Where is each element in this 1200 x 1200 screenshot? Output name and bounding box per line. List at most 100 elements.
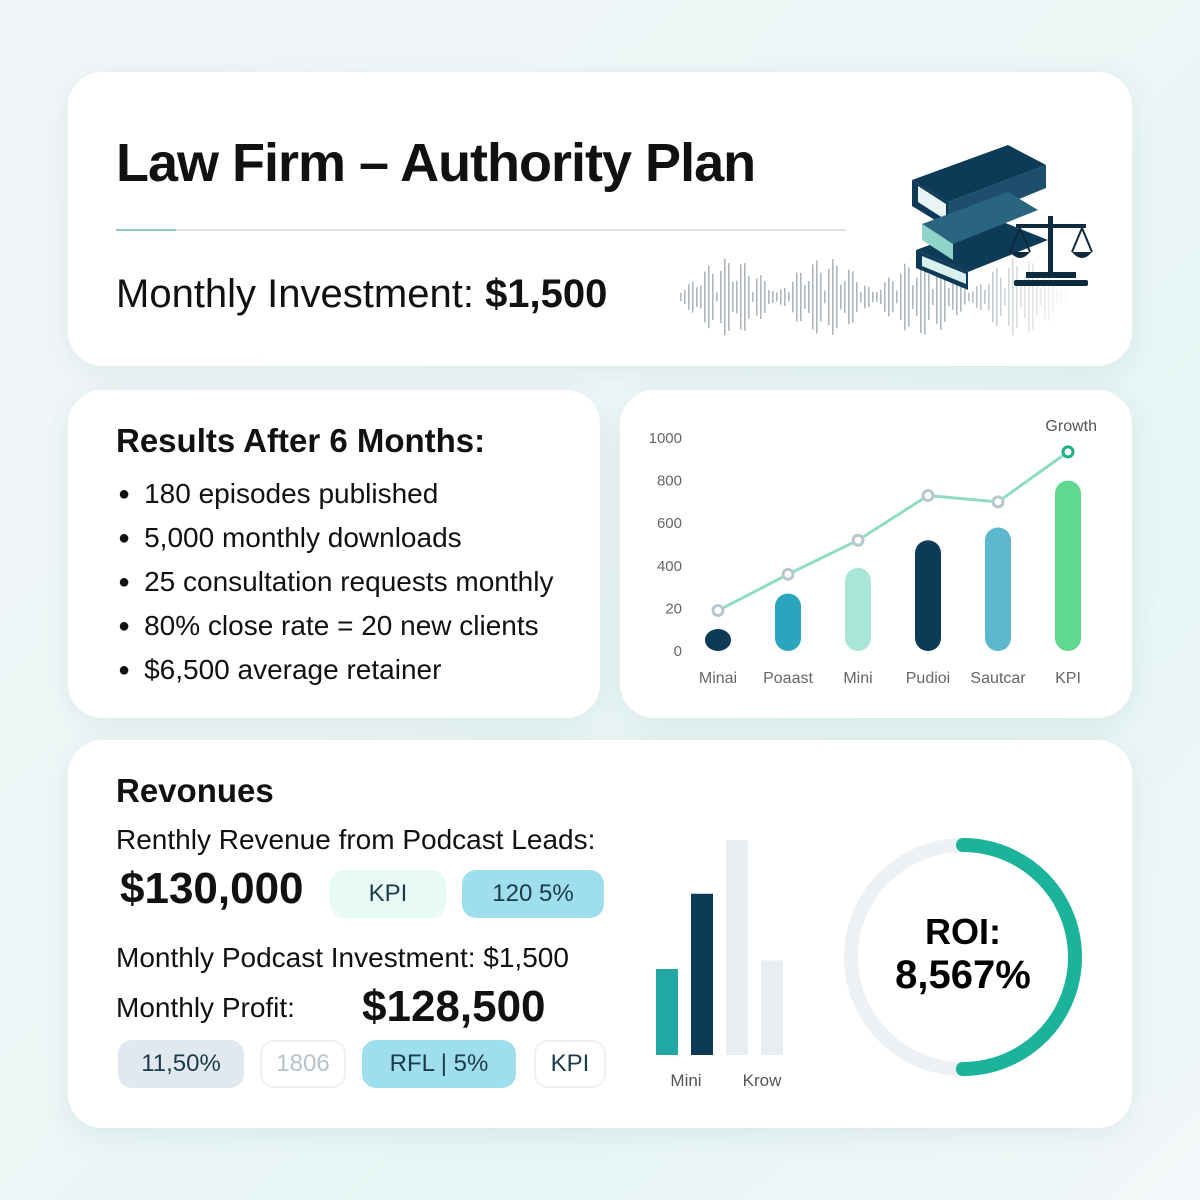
waveform-bar [920, 260, 922, 334]
waveform-bar [844, 281, 846, 313]
growth-line [717, 450, 1069, 612]
waveform-bar [968, 292, 970, 302]
bar [761, 960, 783, 1055]
y-tick-label: 0 [674, 643, 682, 660]
growth-point [781, 567, 795, 581]
waveform-bar [1016, 265, 1018, 329]
waveform-bar [1068, 292, 1070, 303]
revenue-value: $130,000 [120, 864, 304, 913]
y-tick-label: 400 [657, 558, 682, 575]
waveform-bar [816, 260, 818, 334]
waveform-bar [916, 277, 918, 317]
waveform-bar [712, 273, 714, 321]
list-item: $6,500 average retainer [118, 648, 553, 692]
x-tick-label: Minai [699, 670, 737, 687]
waveform-bar [964, 289, 966, 305]
divider [116, 229, 846, 231]
waveform-bar [748, 275, 750, 319]
results-card: Results After 6 Months: 180 episodes pub… [68, 390, 600, 718]
waveform-bar [980, 284, 982, 310]
roi-label: ROI: [925, 911, 1001, 952]
waveform-bar [1040, 288, 1042, 306]
waveform-bar [680, 293, 682, 301]
waveform-bar [784, 288, 786, 306]
bar [775, 593, 801, 651]
waveform-bar [1004, 288, 1006, 306]
y-tick-label: 20 [665, 600, 682, 617]
y-tick-label: 1000 [649, 430, 682, 447]
bar [1055, 480, 1081, 651]
stat-pill: 1806 [260, 1040, 346, 1088]
waveform-bar [1060, 289, 1062, 305]
list-item: 180 episodes published [118, 472, 553, 516]
header-card: Law Firm – Authority Plan Monthly Invest… [68, 72, 1132, 366]
list-item: 5,000 monthly downloads [118, 516, 553, 560]
waveform-bar [1052, 280, 1054, 314]
growth-point [921, 489, 935, 503]
waveform-bar [688, 284, 690, 310]
waveform-bar [912, 285, 914, 309]
investment-line: Monthly Podcast Investment: $1,500 [116, 942, 569, 973]
growth-point [711, 604, 725, 618]
waveform-bar [704, 271, 706, 323]
bar [691, 893, 713, 1055]
waveform-bar [728, 263, 730, 331]
waveform-bar [808, 281, 810, 313]
x-tick-label: Pudioi [906, 670, 950, 687]
waveform-bar [1064, 290, 1066, 304]
waveform-bar [1048, 273, 1050, 321]
waveform-bar [804, 285, 806, 309]
revenue-title: Revonues [116, 772, 274, 809]
waveform-bar [848, 269, 850, 325]
profit-label: Monthly Profit: [116, 992, 295, 1023]
waveform-bar [1028, 261, 1030, 333]
percent-pill: 120 5% [462, 870, 604, 918]
waveform-bar [800, 272, 802, 322]
waveform-bar [904, 263, 906, 331]
waveform-bar [1056, 290, 1058, 304]
growth-chart-card: 0 20 400 600 800 1000 Minai Poaast Mini Pudioi Sau… [620, 390, 1132, 718]
waveform-bar [852, 271, 854, 323]
bar [985, 527, 1011, 651]
waveform-bar [936, 270, 938, 324]
waveform-bar [812, 264, 814, 330]
y-tick-label: 600 [657, 515, 682, 532]
list-item: 25 consultation requests monthly [118, 560, 553, 604]
waveform-bar [796, 272, 798, 322]
bar [915, 540, 941, 651]
waveform-bar [856, 282, 858, 312]
monthly-investment: Monthly Investment: $1,500 [116, 272, 608, 316]
waveform-bar [732, 281, 734, 313]
waveform-bar [928, 274, 930, 320]
waveform-bar [684, 290, 686, 304]
waveform-bar [1036, 278, 1038, 316]
y-tick-label: 800 [657, 473, 682, 490]
waveform-bar [760, 275, 762, 319]
growth-point [1061, 445, 1075, 459]
waveform-bar [700, 285, 702, 309]
waveform-bar [1044, 275, 1046, 319]
audio-waveform-icon [680, 258, 1070, 336]
x-tick-label: Mini [843, 670, 872, 687]
waveform-bar [860, 291, 862, 303]
results-list: 180 episodes published 5,000 monthly dow… [118, 472, 553, 692]
waveform-bar [932, 289, 934, 305]
mini-bar-chart: Mini Krow [656, 840, 783, 1090]
waveform-bar [924, 259, 926, 335]
waveform-bar [900, 273, 902, 321]
waveform-bar [940, 264, 942, 330]
waveform-bar [992, 271, 994, 323]
waveform-bar [872, 291, 874, 303]
waveform-bar [792, 281, 794, 313]
waveform-bar [832, 259, 834, 335]
waveform-bar [764, 281, 766, 313]
waveform-bar [1000, 277, 1002, 317]
waveform-bar [896, 290, 898, 304]
waveform-bar [736, 280, 738, 314]
roi-value: 8,567% [895, 953, 1031, 997]
waveform-bar [772, 290, 774, 304]
waveform-bar [996, 268, 998, 326]
waveform-bar [724, 258, 726, 336]
waveform-bar [1020, 286, 1022, 308]
waveform-bar [892, 281, 894, 313]
